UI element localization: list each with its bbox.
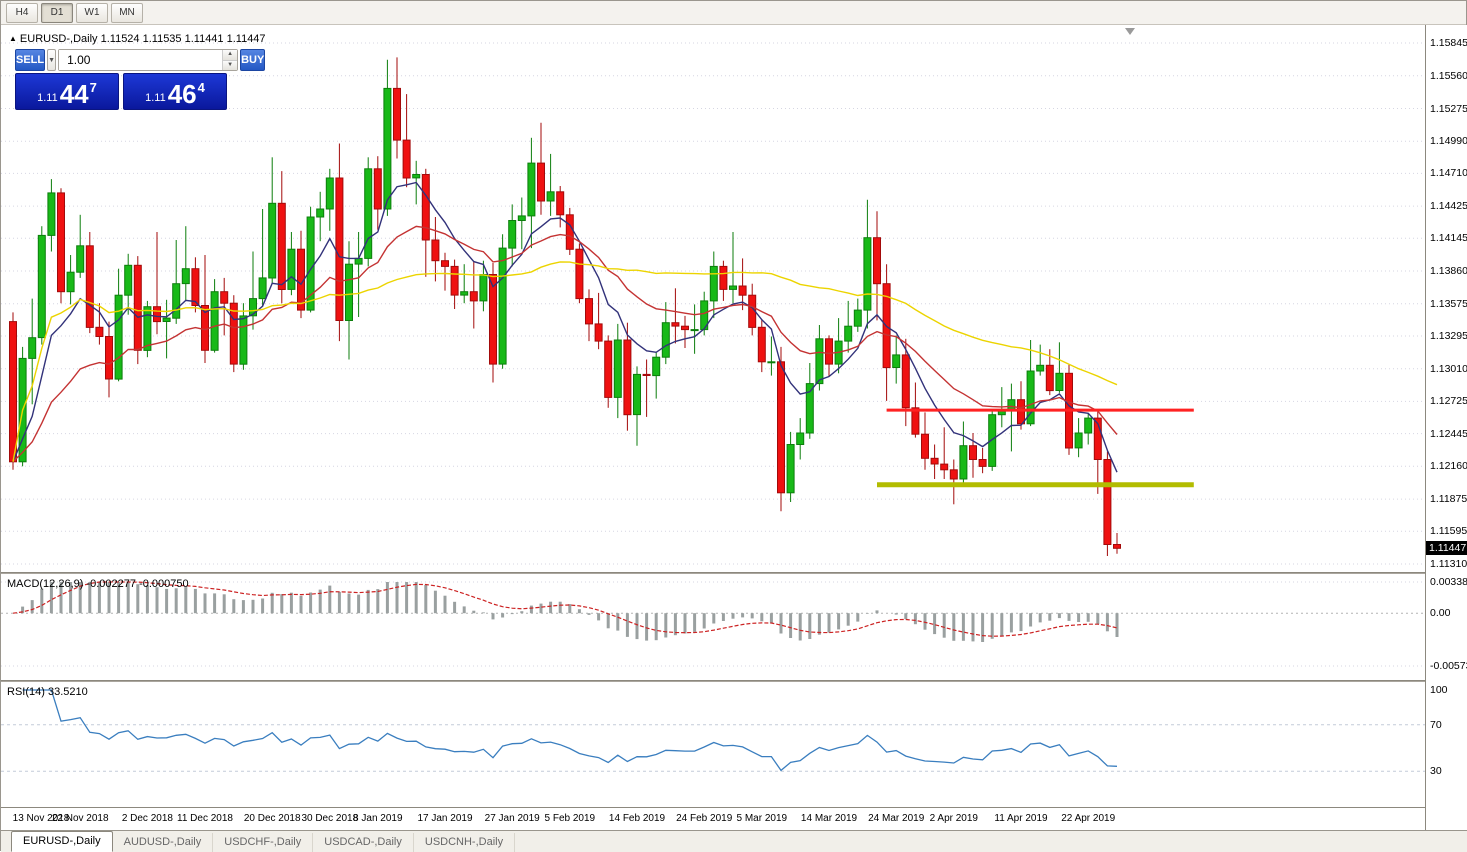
price-tick: 1.14145 bbox=[1430, 232, 1467, 245]
date-label: 8 Jan 2019 bbox=[353, 813, 403, 824]
date-label: 17 Jan 2019 bbox=[417, 813, 473, 824]
rsi-pane[interactable]: RSI(14) 33.5210 bbox=[1, 682, 1425, 807]
tab-audusd-daily[interactable]: AUDUSD-,Daily bbox=[113, 833, 214, 852]
symbol-tab-bar: EURUSD-,Daily AUDUSD-,Daily USDCHF-,Dail… bbox=[1, 830, 1467, 852]
chart-title-text: EURUSD-,Daily 1.11524 1.11535 1.11441 1.… bbox=[19, 33, 266, 45]
tab-usdcnh-daily[interactable]: USDCNH-,Daily bbox=[414, 833, 516, 852]
buy-price-button[interactable]: 1.11 46 4 bbox=[123, 73, 227, 110]
volume-field: ▲ ▼ bbox=[58, 49, 239, 71]
rsi-axis-tick: 30 bbox=[1430, 765, 1442, 778]
sell-price-sup: 7 bbox=[89, 80, 97, 95]
date-label: 30 Dec 2018 bbox=[301, 813, 359, 824]
date-label: 11 Dec 2018 bbox=[177, 813, 233, 824]
rsi-label: RSI(14) 33.5210 bbox=[7, 686, 88, 698]
volume-spinner: ▲ ▼ bbox=[222, 50, 238, 70]
timeframe-d1-button[interactable]: D1 bbox=[41, 2, 73, 23]
date-label: 13 Nov 2018 bbox=[12, 813, 70, 824]
date-label: 24 Feb 2019 bbox=[676, 813, 733, 824]
tab-eurusd-daily[interactable]: EURUSD-,Daily bbox=[11, 831, 113, 852]
pane-divider-macd[interactable] bbox=[1, 572, 1467, 574]
macd-axis-tick: -0.005737 bbox=[1430, 660, 1467, 672]
date-label: 22 Apr 2019 bbox=[1061, 813, 1116, 824]
sell-price-button[interactable]: 1.11 44 7 bbox=[15, 73, 119, 110]
date-label: 14 Feb 2019 bbox=[608, 813, 666, 824]
rsi-chart-canvas[interactable] bbox=[1, 682, 1425, 807]
timeframe-h4-button[interactable]: H4 bbox=[6, 2, 38, 23]
chart-title: ▲ EURUSD-,Daily 1.11524 1.11535 1.11441 1… bbox=[9, 33, 266, 45]
price-tick: 1.13295 bbox=[1430, 330, 1467, 342]
date-label: 11 Apr 2019 bbox=[994, 813, 1048, 824]
date-axis[interactable]: 13 Nov 2018 22 Nov 2018 2 Dec 2018 11 Dec 2… bbox=[1, 807, 1425, 830]
price-tick: 1.14710 bbox=[1430, 167, 1467, 180]
price-tick: 1.15275 bbox=[1430, 102, 1467, 115]
sell-button[interactable]: SELL bbox=[15, 49, 46, 71]
date-label: 20 Dec 2018 bbox=[243, 813, 301, 824]
chart-marker-icon: ▲ bbox=[9, 34, 17, 43]
date-label: 2 Apr 2019 bbox=[929, 813, 978, 824]
macd-axis-tick: 0.00 bbox=[1430, 607, 1451, 620]
pane-divider-rsi[interactable] bbox=[1, 680, 1467, 682]
timeframe-mn-button[interactable]: MN bbox=[111, 2, 143, 23]
volume-input[interactable] bbox=[59, 50, 223, 70]
macd-label: MACD(12,26,9) -0.002277 -0.000750 bbox=[7, 578, 189, 590]
price-tick: 1.15560 bbox=[1430, 69, 1467, 82]
price-tick: 1.13860 bbox=[1430, 265, 1467, 277]
main-chart-pane[interactable]: ▲ EURUSD-,Daily 1.11524 1.11535 1.11441 1… bbox=[1, 25, 1425, 572]
date-label: 5 Feb 2019 bbox=[544, 813, 596, 824]
buy-price-small: 1.11 bbox=[145, 92, 166, 104]
buy-price-big: 46 bbox=[167, 79, 197, 109]
macd-chart-canvas[interactable] bbox=[1, 574, 1425, 680]
price-tick: 1.11595 bbox=[1430, 525, 1467, 538]
volume-dropdown-icon[interactable]: ▼ bbox=[47, 49, 57, 71]
candlestick-chart-canvas[interactable] bbox=[1, 25, 1425, 572]
date-label: 2 Dec 2018 bbox=[121, 813, 173, 824]
timeframe-toolbar: H4 D1 W1 MN bbox=[1, 1, 1466, 25]
price-tick: 1.12445 bbox=[1430, 427, 1467, 440]
price-tick: 1.15845 bbox=[1430, 37, 1467, 49]
timeframe-w1-button[interactable]: W1 bbox=[76, 2, 108, 23]
price-tick: 1.13010 bbox=[1430, 362, 1467, 375]
date-label: 24 Mar 2019 bbox=[868, 813, 925, 824]
price-tick: 1.12725 bbox=[1430, 395, 1467, 408]
price-axis[interactable]: 1.15845 1.15560 1.15275 1.14990 1.14710 1.144… bbox=[1425, 25, 1467, 830]
buy-button[interactable]: BUY bbox=[240, 49, 266, 71]
price-tick: 1.11875 bbox=[1430, 493, 1467, 506]
sell-price-small: 1.11 bbox=[37, 92, 58, 104]
volume-down-icon[interactable]: ▼ bbox=[223, 59, 238, 70]
date-label: 22 Nov 2018 bbox=[51, 813, 109, 824]
price-tick: 1.13575 bbox=[1430, 297, 1467, 310]
sell-price-big: 44 bbox=[59, 79, 89, 109]
current-price-tag: 1.11447 bbox=[1426, 541, 1467, 556]
price-tick: 1.14990 bbox=[1430, 135, 1467, 148]
buy-price-sup: 4 bbox=[197, 80, 205, 95]
date-label: 5 Mar 2019 bbox=[736, 813, 788, 824]
macd-pane[interactable]: MACD(12,26,9) -0.002277 -0.000750 bbox=[1, 574, 1425, 680]
chart-shift-marker-icon[interactable] bbox=[1125, 28, 1135, 35]
volume-up-icon[interactable]: ▲ bbox=[223, 50, 238, 60]
rsi-axis-tick: 70 bbox=[1430, 718, 1442, 731]
macd-axis-tick: 0.003386 bbox=[1430, 576, 1467, 588]
date-label: 27 Jan 2019 bbox=[484, 813, 540, 824]
tab-usdchf-daily[interactable]: USDCHF-,Daily bbox=[213, 833, 314, 852]
date-label: 14 Mar 2019 bbox=[800, 813, 858, 824]
tab-usdcad-daily[interactable]: USDCAD-,Daily bbox=[313, 833, 414, 852]
price-tick: 1.11310 bbox=[1430, 558, 1467, 570]
price-tick: 1.14425 bbox=[1430, 200, 1467, 213]
rsi-axis-tick: 100 bbox=[1430, 684, 1448, 696]
price-tick: 1.12160 bbox=[1430, 460, 1467, 473]
